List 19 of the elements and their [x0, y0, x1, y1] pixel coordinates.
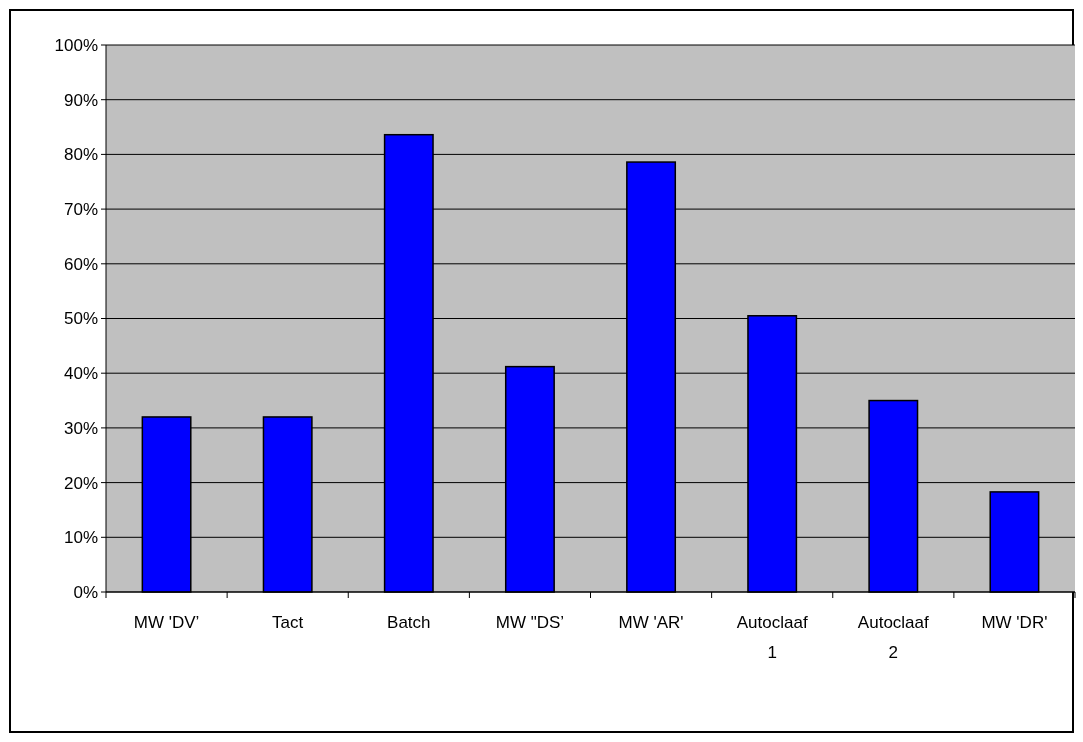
x-tick-label: Batch [387, 613, 431, 632]
x-tick-label: Autoclaaf 1 [736, 613, 808, 662]
y-tick-label: 10% [63, 528, 98, 548]
x-tick-label: MW 'DV’ [133, 613, 200, 632]
x-tick-label: MW 'DR' [981, 613, 1048, 632]
x-tick-label: MW "DS’ [495, 613, 565, 632]
y-tick-label: 0% [73, 582, 98, 602]
x-tick-label: Autoclaaf 2 [857, 613, 930, 662]
y-tick-label: 90% [63, 90, 98, 110]
y-tick-label: 100% [54, 35, 98, 55]
y-tick-label: 60% [63, 254, 98, 274]
x-tick-label: MW 'AR' [618, 613, 684, 632]
y-tick-label: 50% [63, 309, 98, 329]
y-tick-label: 20% [63, 473, 98, 493]
y-tick-label: 30% [63, 418, 98, 438]
x-tick-label: Tact [272, 613, 304, 632]
y-tick-label: 80% [63, 145, 98, 165]
y-tick-label: 70% [63, 200, 98, 220]
y-tick-label: 40% [63, 364, 98, 384]
